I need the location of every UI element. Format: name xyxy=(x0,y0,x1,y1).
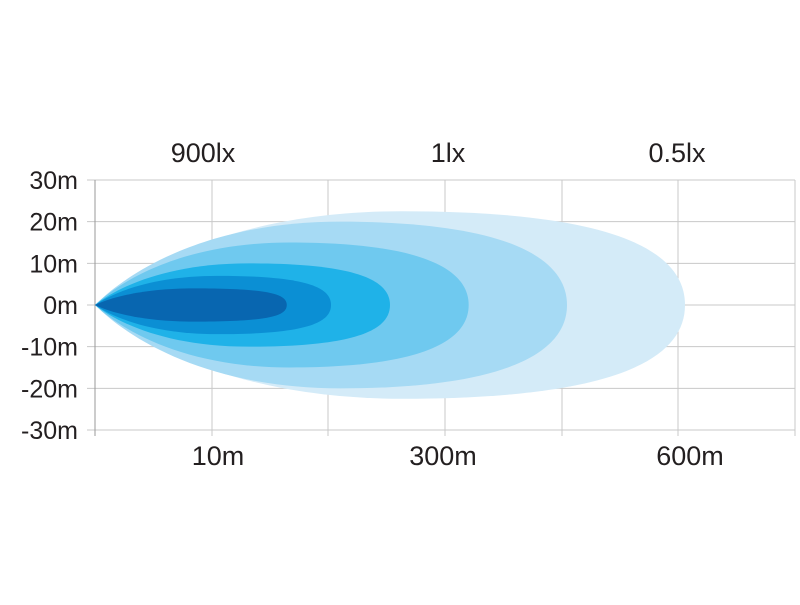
label-layer: 30m 20m 10m 0m -10m -20m -30m 10m 300m 600m 900lx 1… xyxy=(21,138,724,471)
y-tick-label: 30m xyxy=(29,167,78,195)
y-tick-label: 20m xyxy=(29,209,78,237)
y-tick-label: -30m xyxy=(21,417,78,445)
y-tick-label: 10m xyxy=(29,250,78,278)
lux-label: 900lx xyxy=(171,138,236,168)
y-tick-label: -20m xyxy=(21,375,78,403)
y-tick-label: -10m xyxy=(21,334,78,362)
y-tick-label: 0m xyxy=(43,292,78,320)
lux-label: 1lx xyxy=(431,138,466,168)
beam-zone-6 xyxy=(95,288,287,322)
x-tick-label: 600m xyxy=(656,441,724,471)
beam-layer xyxy=(95,211,685,399)
lux-label: 0.5lx xyxy=(648,138,706,168)
x-tick-label: 300m xyxy=(409,441,477,471)
x-tick-label: 10m xyxy=(192,441,245,471)
